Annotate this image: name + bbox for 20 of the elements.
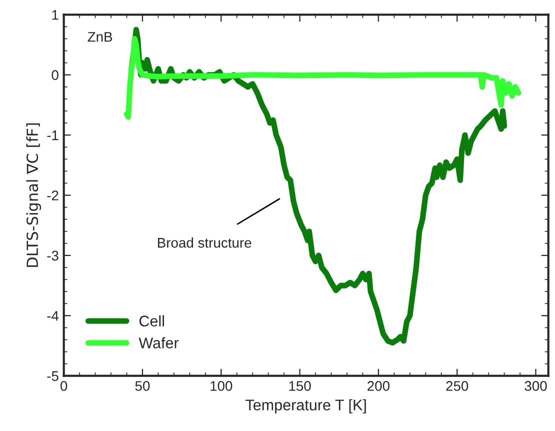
- x-tick-label: 100: [210, 381, 232, 391]
- y-tick-label: 0: [52, 70, 58, 80]
- x-tick-label: 0: [60, 381, 68, 391]
- y-tick-label: 1: [52, 10, 58, 20]
- x-tick-label: 300: [524, 381, 547, 391]
- annotation: Broad structure: [158, 238, 252, 248]
- y-tick-label: -2: [47, 190, 58, 200]
- y-tick-label: -4: [47, 311, 59, 321]
- legend-label: Cell: [139, 315, 164, 326]
- x-tick-label: 150: [289, 381, 311, 391]
- y-tick-label: -5: [47, 371, 58, 381]
- x-axis-title: Temperature T [K]: [246, 399, 366, 414]
- annotation: ZnB: [88, 32, 112, 42]
- y-tick-label: -1: [47, 130, 58, 140]
- x-tick-label: 250: [446, 381, 468, 391]
- legend-label: Wafer: [138, 337, 179, 348]
- y-tick-label: -3: [47, 250, 58, 261]
- x-tick-label: 50: [135, 381, 150, 391]
- y-axis-title: DLTS-Signal ∇C [fF]: [26, 123, 42, 267]
- x-tick-label: 200: [368, 381, 390, 391]
